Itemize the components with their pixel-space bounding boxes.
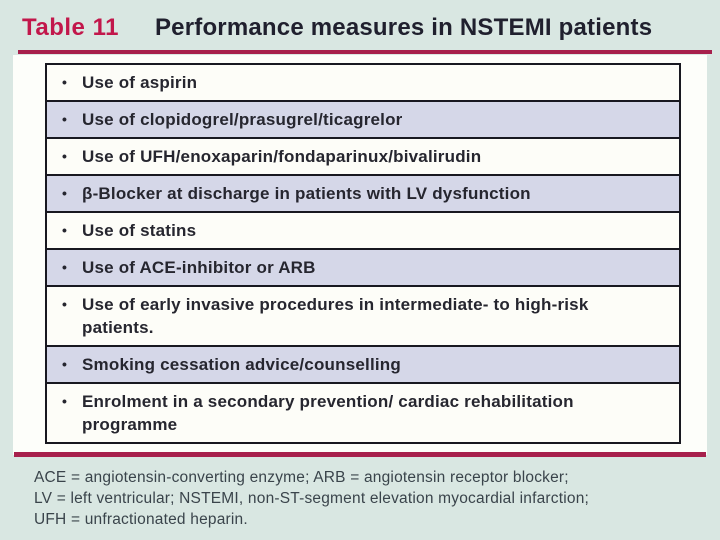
measures-table: • Use of aspirin • Use of clopidogrel/prasu… [45,63,681,444]
table-row: • Use of early invasive procedures in int… [47,287,679,347]
bullet-icon: • [62,393,68,409]
measure-text: β-Blocker at discharge in patients with … [82,184,531,203]
measure-text: Smoking cessation advice/counselling [82,355,401,374]
bullet-icon: • [62,296,68,312]
footnote-line: ACE = angiotensin-converting enzyme; ARB… [34,469,569,486]
measure-text: Use of clopidogrel/prasugrel/ticagrelor [82,110,403,129]
measure-text: Use of ACE-inhibitor or ARB [82,258,316,277]
bullet-icon: • [62,222,68,238]
table-row: • Enrolment in a secondary prevention/ ca… [47,384,679,442]
bullet-icon: • [62,148,68,164]
table-row: • Use of aspirin [47,65,679,102]
table-row: • β-Blocker at discharge in patients with… [47,176,679,213]
bullet-icon: • [62,185,68,201]
measure-text: Enrolment in a secondary prevention/ car… [82,392,574,434]
top-rule-divider [18,50,712,54]
footnote-line: LV = left ventricular; NSTEMI, non-ST-se… [34,490,590,507]
table-row: • Use of UFH/enoxaparin/fondaparinux/biva… [47,139,679,176]
table-row: • Smoking cessation advice/counselling [47,347,679,384]
table-row: • Use of clopidogrel/prasugrel/ticagrelor [47,102,679,139]
table-title: Table 11 Performance measures in NSTEMI … [22,14,652,42]
abbreviations-footnote: ACE = angiotensin-converting enzyme; ARB… [34,467,706,530]
table-row: • Use of statins [47,213,679,250]
bullet-icon: • [62,111,68,127]
bullet-icon: • [62,259,68,275]
table-row: • Use of ACE-inhibitor or ARB [47,250,679,287]
measure-text: Use of UFH/enoxaparin/fondaparinux/bival… [82,147,482,166]
bottom-rule-divider [14,452,706,457]
bullet-icon: • [62,356,68,372]
measure-text: Use of aspirin [82,73,198,92]
measure-text: Use of statins [82,221,197,240]
table-number: Table 11 [22,14,119,41]
bullet-icon: • [62,74,68,90]
footnote-line: UFH = unfractionated heparin. [34,511,248,528]
table-caption: Performance measures in NSTEMI patients [154,14,653,41]
measure-text: Use of early invasive procedures in inte… [82,295,589,337]
